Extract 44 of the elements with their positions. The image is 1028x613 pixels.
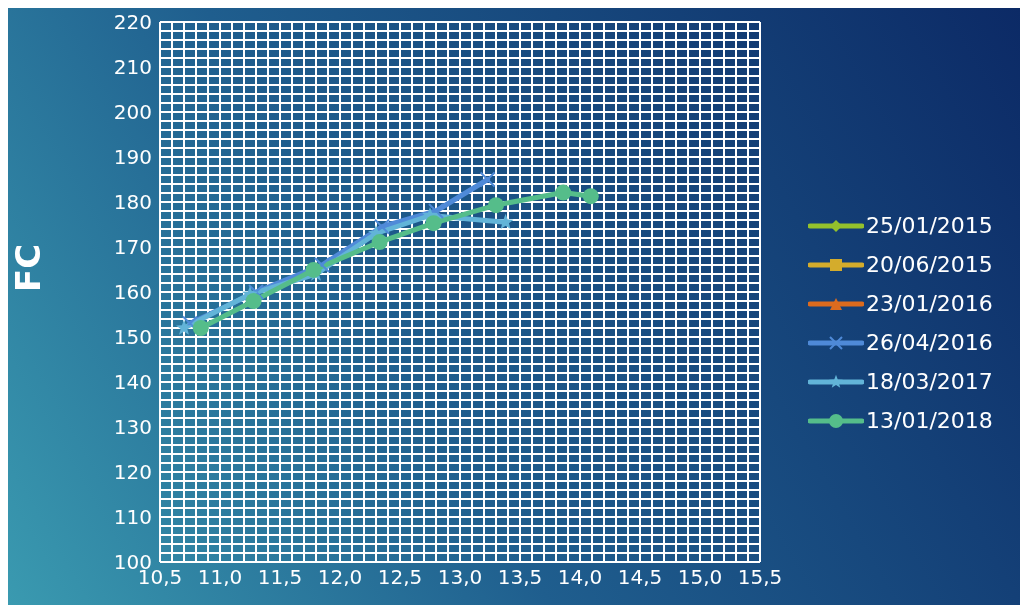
point [374, 218, 390, 235]
point [497, 213, 514, 230]
y-tick-label: 190 [113, 145, 152, 170]
point [488, 197, 504, 214]
y-tick-label: 220 [113, 10, 152, 35]
legend-label: 20/06/2015 [866, 252, 993, 277]
point [555, 184, 572, 201]
point [314, 257, 330, 273]
point [192, 320, 209, 336]
point [371, 234, 388, 251]
y-tick-label: 130 [113, 415, 152, 440]
y-tick-label: 110 [113, 505, 152, 530]
y-tick-label: 200 [113, 100, 152, 125]
legend-label: 26/04/2016 [866, 330, 993, 355]
x-tick-label: 15,5 [737, 565, 783, 590]
x-tick-label: 14,0 [557, 565, 603, 590]
y-axis-title: FC [8, 243, 49, 292]
point [248, 284, 264, 300]
legend-label: 25/01/2015 [866, 213, 993, 238]
y-tick-label: 210 [113, 55, 152, 80]
x-tick-label: 12,5 [377, 565, 423, 590]
x-tick-label: 15,0 [677, 565, 723, 590]
point [176, 319, 192, 335]
y-tick-label: 160 [113, 280, 152, 305]
x-tick-label: 11,5 [257, 565, 303, 590]
legend-label: 13/01/2018 [866, 408, 993, 433]
point [245, 293, 262, 309]
legend-label: 23/01/2016 [866, 291, 993, 316]
x-tick-label: 14,5 [617, 565, 663, 590]
x-tick-label: 13,5 [497, 565, 543, 590]
y-tick-label: 170 [113, 235, 152, 260]
x-tick-label: 12,0 [317, 565, 363, 590]
x-tick-label: 13,0 [437, 565, 483, 590]
y-tick-label: 140 [113, 370, 152, 395]
y-tick-label: 180 [113, 190, 152, 215]
y-tick-label: 150 [113, 325, 152, 350]
point [479, 171, 496, 188]
point [305, 261, 322, 278]
point [582, 188, 599, 205]
point [428, 203, 444, 219]
x-tick-label: 11,0 [197, 565, 243, 590]
point [425, 215, 442, 232]
y-tick-label: 120 [113, 460, 152, 485]
legend-label: 18/03/2017 [866, 369, 993, 394]
